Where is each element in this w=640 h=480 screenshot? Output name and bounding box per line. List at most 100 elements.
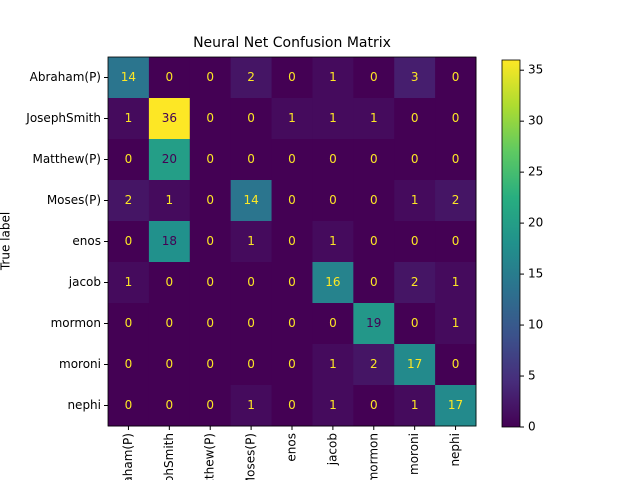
cell [394,344,436,386]
cell [108,57,150,99]
cell-label: 1 [452,316,460,330]
cell [353,221,395,263]
cell [230,344,273,386]
y-tick-label: nephi [67,398,101,412]
cell-label: 0 [288,152,296,166]
cell [148,385,191,427]
y-tick-label: JosephSmith [25,111,101,125]
cell [435,344,477,386]
cell-label: 0 [370,234,378,248]
cell-label: 0 [247,152,255,166]
cell [435,139,477,181]
cell-label: 2 [411,275,419,289]
cell-label: 0 [206,357,214,371]
cell-label: 0 [206,70,214,84]
cell-label: 0 [288,193,296,207]
colorbar-tick-label: 10 [528,318,543,332]
cell-label: 0 [125,234,133,248]
cell-label: 0 [166,316,174,330]
cell [108,180,150,222]
cell-label: 0 [247,111,255,125]
colorbar-tick-label: 5 [528,369,536,383]
cell-label: 0 [329,152,337,166]
cell-label: 14 [243,193,258,207]
cell-label: 1 [370,111,378,125]
cell [271,344,313,386]
cell [148,180,191,222]
cell-label: 17 [448,398,463,412]
cell [353,303,395,345]
cell [108,385,150,427]
x-tick-label: Abraham(P) [121,433,135,480]
cell-label: 0 [452,111,460,125]
cell [312,303,354,345]
cell-label: 0 [247,275,255,289]
cell [148,98,191,140]
cell-label: 0 [125,398,133,412]
cell-label: 0 [125,152,133,166]
y-tick-label: Matthew(P) [32,152,101,166]
y-tick-label: enos [72,234,101,248]
colorbar-tick-label: 35 [528,63,543,77]
cell-label: 0 [370,275,378,289]
cell [394,180,436,222]
cell-label: 0 [452,152,460,166]
cell [312,221,354,263]
cell [271,180,313,222]
cell [230,180,273,222]
cell [353,180,395,222]
cell-label: 1 [125,111,133,125]
cell [312,139,354,181]
cell-label: 1 [247,234,255,248]
cell-label: 0 [411,234,419,248]
cell [394,221,436,263]
cell-label: 0 [370,152,378,166]
cell-label: 0 [206,152,214,166]
cell [312,98,354,140]
cell [189,180,232,222]
cell-label: 1 [329,234,337,248]
cell-label: 19 [366,316,381,330]
cell [353,262,395,304]
cell [148,262,191,304]
cell-label: 1 [411,193,419,207]
cell [148,303,191,345]
cell-label: 17 [407,357,422,371]
cell [108,139,150,181]
cell-label: 0 [452,70,460,84]
cell-label: 1 [247,398,255,412]
cell [435,180,477,222]
cell [435,98,477,140]
cell [435,262,477,304]
cell [271,57,313,99]
cell [189,385,232,427]
cell [312,57,354,99]
cell [394,303,436,345]
y-tick-label: Moses(P) [47,193,101,207]
cell [271,139,313,181]
cell [353,344,395,386]
cell [230,221,273,263]
cell-label: 3 [411,70,419,84]
cell-label: 0 [206,234,214,248]
cell [230,98,273,140]
x-tick-label: Moses(P) [244,433,258,480]
cell [312,180,354,222]
cell-label: 2 [247,70,255,84]
cell-label: 0 [329,193,337,207]
x-tick-label: Matthew(P) [203,433,217,480]
cell-label: 0 [125,357,133,371]
cell [108,98,150,140]
cell-label: 36 [162,111,177,125]
cell [230,57,273,99]
cell-label: 0 [206,316,214,330]
cell [189,303,232,345]
cell [271,262,313,304]
cell-label: 0 [411,111,419,125]
cell [148,221,191,263]
cell [148,57,191,99]
cell-label: 0 [288,357,296,371]
cell-label: 1 [329,398,337,412]
cell-label: 20 [162,152,177,166]
